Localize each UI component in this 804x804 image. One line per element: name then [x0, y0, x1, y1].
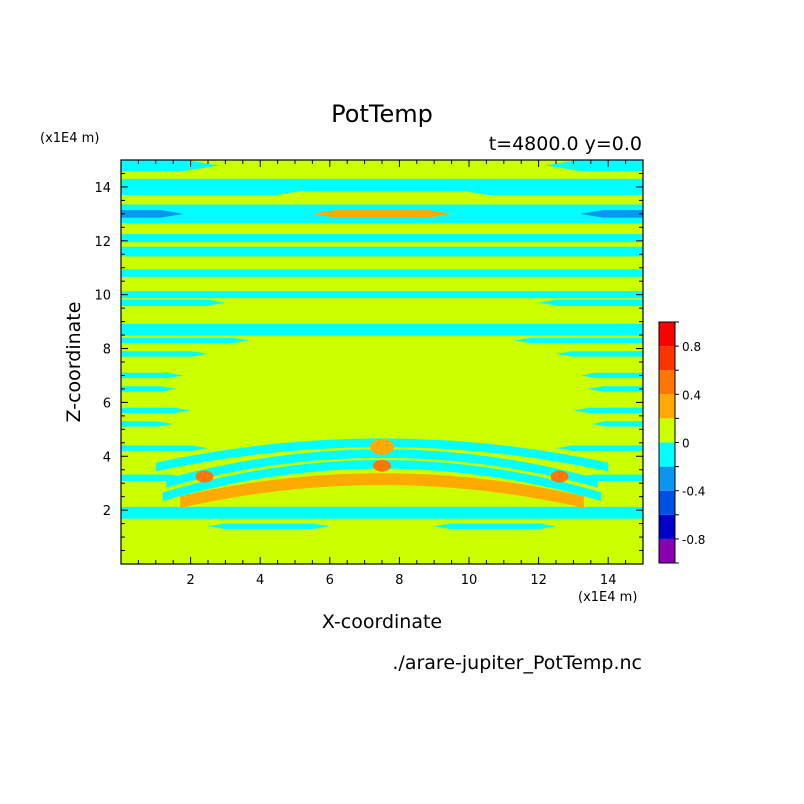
y-tick-label: 12: [94, 235, 111, 250]
x-axis: 2 4 6 8 10 12 14: [137, 160, 627, 588]
colorbar-tick-label: 0: [682, 437, 690, 451]
colorbar-tick-label: 0.8: [682, 340, 701, 354]
contour-band: [121, 323, 643, 336]
colorbar: -0.8 -0.4 0 0.4 0.8: [658, 321, 705, 564]
contour-arc: [155, 438, 609, 472]
colorbar-segment: [659, 442, 675, 467]
x-tick-label: 4: [256, 573, 264, 588]
contour-arc: [162, 460, 602, 501]
y-tick-label: 6: [103, 396, 111, 411]
contour-band: [121, 299, 226, 306]
contour-band: [121, 421, 174, 427]
colorbar-segment: [659, 514, 675, 539]
contour-band: [121, 372, 184, 379]
x-tick-label: 8: [395, 573, 403, 588]
contour-band: [121, 210, 184, 218]
colorbar-segment: [659, 466, 675, 491]
plot-area: [120, 159, 644, 565]
contour-band: [514, 337, 643, 344]
contour-arc: [166, 449, 598, 488]
colorbar-segment: [659, 370, 675, 395]
colorbar-segment: [659, 490, 675, 515]
contour-band: [580, 372, 643, 379]
contour-band: [121, 337, 250, 344]
contour-band: [121, 160, 219, 172]
colorbar-segment: [659, 346, 675, 371]
contour-band: [434, 523, 556, 529]
colorbar-segment: [659, 322, 675, 347]
x-axis-label: X-coordinate: [322, 611, 442, 633]
contour-band: [121, 246, 643, 257]
contour-band: [121, 506, 643, 519]
x-unit-label: (x1E4 m): [578, 590, 637, 605]
contour-band: [121, 178, 643, 196]
contour-band: [121, 407, 191, 414]
contour-hotspot: [550, 470, 569, 483]
chart-subtitle: t=4800.0 y=0.0: [489, 133, 642, 155]
contour-band: [121, 445, 208, 451]
x-tick-label: 10: [461, 573, 478, 588]
contour-band: [121, 386, 177, 392]
colorbar-segment: [659, 418, 675, 443]
contour-band: [121, 234, 643, 243]
y-tick-label: 2: [103, 504, 111, 519]
contour-hotspot: [370, 438, 394, 455]
colorbar-tick-label: -0.4: [682, 485, 705, 499]
y-axis: 2 4 6 8 10 12 14: [94, 172, 643, 552]
x-tick-label: 12: [530, 573, 547, 588]
contour-hotspot: [195, 470, 214, 483]
chart-title: PotTemp: [331, 100, 433, 128]
contour-band: [590, 421, 643, 427]
contour-band: [208, 523, 330, 529]
contour-band: [121, 269, 643, 277]
y-tick-label: 10: [94, 289, 111, 304]
contour-arc: [180, 473, 584, 508]
y-unit-label: (x1E4 m): [40, 131, 99, 146]
contour-band: [573, 407, 643, 414]
colorbar-segment: [659, 394, 675, 419]
contour-band: [556, 351, 643, 357]
contour-band: [121, 291, 643, 299]
x-tick-label: 14: [600, 573, 617, 588]
contour-band: [587, 386, 643, 392]
colorbar-tick-label: 0.4: [682, 388, 701, 402]
y-tick-label: 4: [103, 450, 111, 465]
contour-band: [260, 190, 504, 205]
x-tick-label: 2: [186, 573, 194, 588]
colorbar-segment: [659, 538, 675, 563]
contour-band: [312, 210, 452, 218]
contour-hotspot: [373, 459, 391, 472]
source-filename: ./arare-jupiter_PotTemp.nc: [392, 652, 642, 674]
contour-band: [538, 299, 643, 306]
contour-band: [556, 445, 643, 451]
y-axis-label: Z-coordinate: [63, 302, 85, 423]
x-tick-label: 6: [326, 573, 334, 588]
y-tick-label: 14: [94, 181, 111, 196]
contour-band: [580, 210, 643, 218]
contour-band: [121, 351, 208, 357]
contour-band: [545, 160, 643, 172]
colorbar-tick-label: -0.8: [682, 533, 705, 547]
y-tick-label: 8: [103, 343, 111, 358]
